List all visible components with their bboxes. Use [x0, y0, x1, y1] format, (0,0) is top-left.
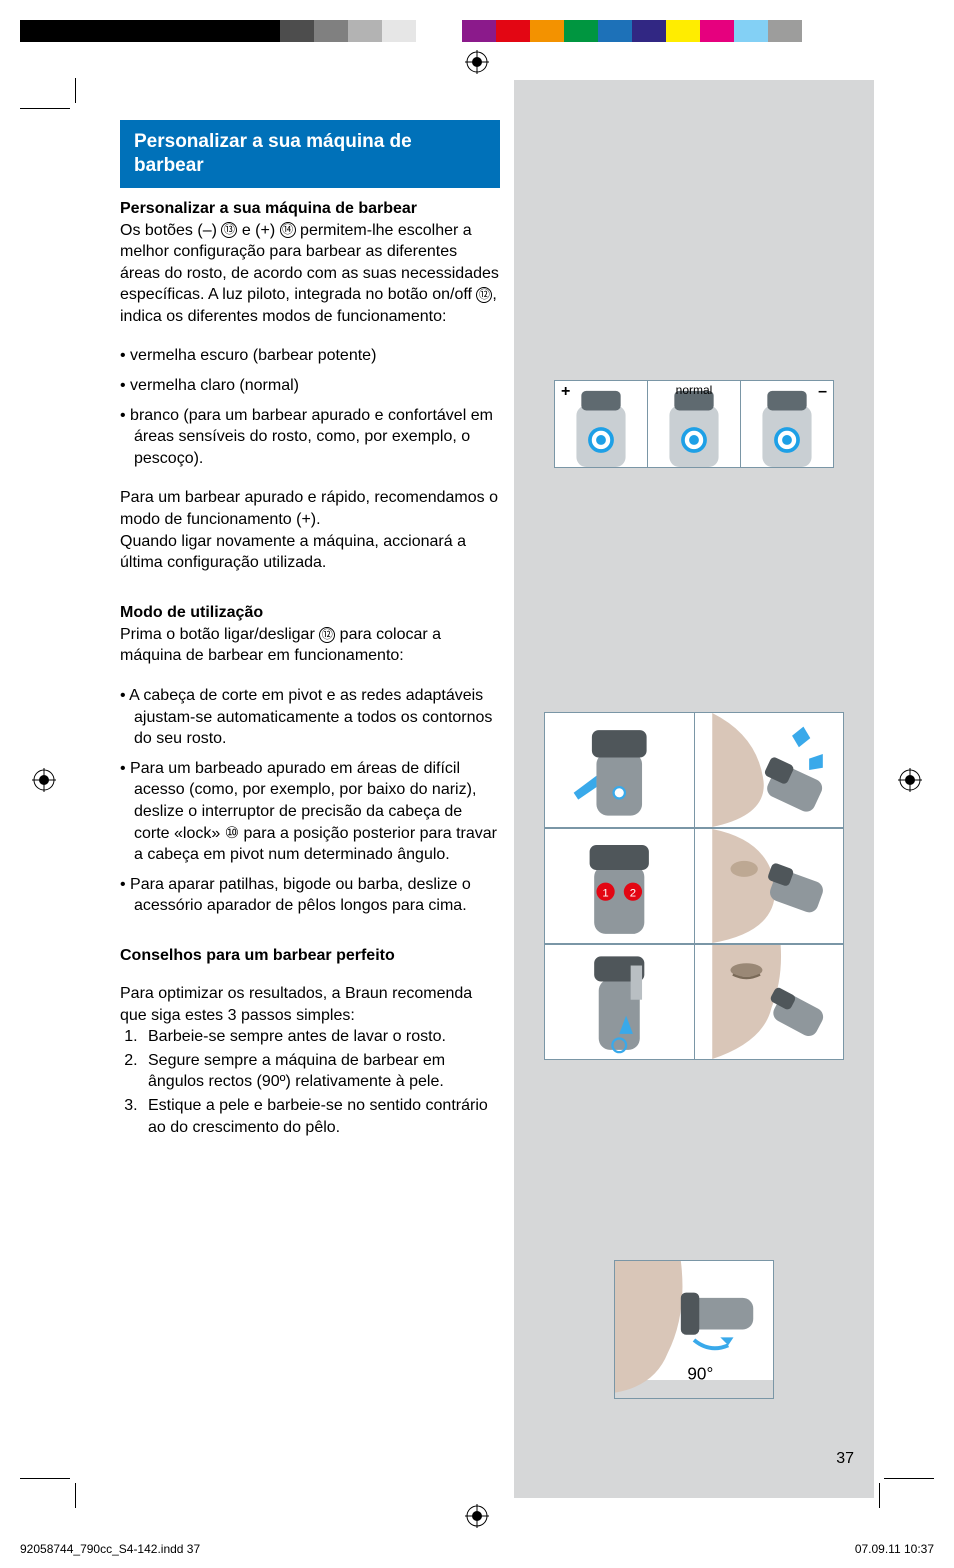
color-swatch: [450, 20, 462, 42]
mode-item: vermelha escuro (barbear potente): [120, 345, 500, 367]
p1-subhead: Personalizar a sua máquina de barbear: [120, 200, 500, 218]
use-item: Para aparar patilhas, bigode ou barba, d…: [120, 874, 500, 917]
pivot-face-icon: [695, 713, 844, 827]
use-subhead: Modo de utilização: [120, 604, 500, 622]
section-heading: Personalizar a sua máquina de barbear: [120, 120, 500, 188]
color-swatch: [564, 20, 598, 42]
lock-shaver-icon: 1 2: [545, 829, 694, 943]
crop-mark-bl: [20, 1448, 80, 1508]
tips-item: Barbeie-se sempre antes de lavar o rosto…: [142, 1026, 500, 1048]
color-swatch: [632, 20, 666, 42]
mode-minus: –: [741, 380, 834, 468]
tips-item: Estique a pele e barbeie-se no sentido c…: [142, 1095, 500, 1138]
page-number: 37: [836, 1450, 854, 1468]
trimmer-shaver-icon: [545, 945, 694, 1059]
use-list: A cabeça de corte em pivot e as redes ad…: [120, 685, 500, 917]
text-column: Personalizar a sua máquina de barbear Pe…: [120, 120, 500, 1140]
color-swatch: [700, 20, 734, 42]
color-swatch: [734, 20, 768, 42]
color-swatch: [416, 20, 450, 42]
use-lock-shaver: 1 2: [544, 828, 695, 944]
plus-sign: +: [561, 383, 570, 401]
svg-text:1: 1: [602, 887, 608, 899]
ref-14-icon: ⑭: [280, 222, 296, 238]
figure-usage: 1 2: [544, 712, 844, 1060]
pivot-head-icon: [545, 713, 694, 827]
footer-date: 07.09.11 10:37: [855, 1542, 934, 1556]
trimmer-face-icon: [695, 945, 844, 1059]
ref-12b-icon: ⑫: [319, 627, 335, 643]
registration-mark-bottom: [465, 1504, 489, 1528]
color-swatch: [666, 20, 700, 42]
color-swatch: [462, 20, 496, 42]
modes-list: vermelha escuro (barbear potente) vermel…: [120, 345, 500, 469]
use-item: Para um barbeado apurado em áreas de dif…: [120, 758, 500, 866]
p1-a: Os botões (–): [120, 222, 221, 239]
registration-mark-right: [898, 768, 922, 792]
footer-file: 92058744_790cc_S4-142.indd 37: [20, 1542, 200, 1556]
print-color-bar: [20, 20, 934, 42]
normal-label: normal: [648, 383, 740, 397]
p1-body: Os botões (–) ⑬ e (+) ⑭ permitem-lhe esc…: [120, 220, 500, 328]
color-swatch: [382, 20, 416, 42]
page: + normal: [0, 0, 954, 1568]
mode-normal: normal: [648, 380, 741, 468]
use-pivot-face: [695, 712, 845, 828]
figure-modes: + normal: [554, 380, 834, 468]
minus-sign: –: [818, 383, 827, 401]
figure-column: + normal: [514, 80, 874, 1498]
mode-item: vermelha claro (normal): [120, 375, 500, 397]
color-swatch: [314, 20, 348, 42]
ref-12-icon: ⑫: [476, 287, 492, 303]
registration-mark-left: [32, 768, 56, 792]
color-swatch: [530, 20, 564, 42]
figure-angle: 90°: [614, 1260, 774, 1380]
angle-label: 90°: [687, 1364, 713, 1383]
use-lock-face: [695, 828, 845, 944]
color-swatch: [20, 20, 80, 42]
crop-mark-br: [874, 1448, 934, 1508]
svg-text:2: 2: [630, 887, 636, 899]
color-swatch: [280, 20, 314, 42]
color-swatch: [598, 20, 632, 42]
mode-plus: +: [554, 380, 648, 468]
angle-icon: 90°: [615, 1261, 773, 1393]
color-swatch: [768, 20, 802, 42]
use-trimmer-shaver: [544, 944, 695, 1060]
mode-item: branco (para um barbear apurado e confor…: [120, 405, 500, 470]
p2-body: Para um barbear apurado e rápido, recome…: [120, 487, 500, 573]
color-swatch: [348, 20, 382, 42]
crop-mark-tl: [20, 78, 80, 138]
tips-subhead: Conselhos para um barbear perfeito: [120, 947, 500, 965]
tips-list: Barbeie-se sempre antes de lavar o rosto…: [120, 1026, 500, 1138]
p1-b: e (+): [237, 222, 279, 239]
lock-face-icon: [695, 829, 844, 943]
tips-item: Segure sempre a máquina de barbear em ân…: [142, 1050, 500, 1093]
use-pivot-shaver: [544, 712, 695, 828]
use-intro-a: Prima o botão ligar/desligar: [120, 626, 319, 643]
tips-intro: Para optimizar os resultados, a Braun re…: [120, 983, 500, 1026]
ref-13-icon: ⑬: [221, 222, 237, 238]
use-trimmer-face: [695, 944, 845, 1060]
use-intro: Prima o botão ligar/desligar ⑫ para colo…: [120, 624, 500, 667]
use-item: A cabeça de corte em pivot e as redes ad…: [120, 685, 500, 750]
registration-mark-top: [465, 50, 489, 74]
color-swatch: [496, 20, 530, 42]
color-swatch: [80, 20, 280, 42]
